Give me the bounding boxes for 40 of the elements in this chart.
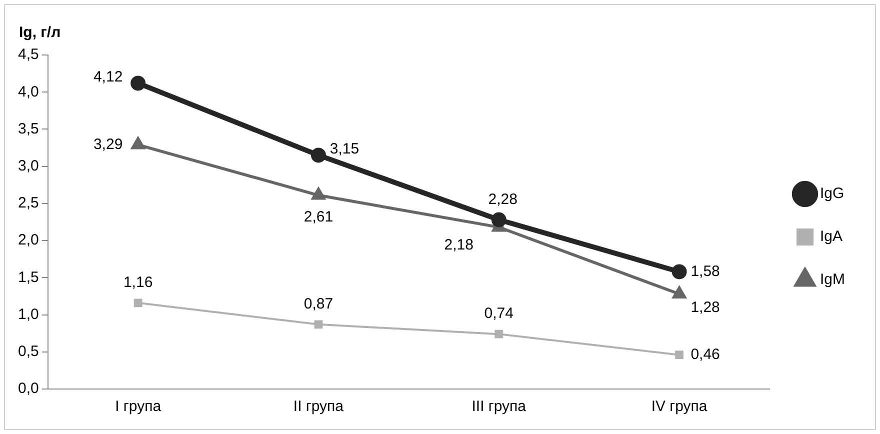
point (131, 137, 145, 150)
data-label: 1,28 (690, 299, 720, 316)
data-label: 2,61 (304, 208, 334, 226)
legend-label: IgG (820, 185, 844, 202)
point (491, 212, 506, 228)
data-label: 2,18 (444, 236, 474, 254)
y-tick-label: 4,5 (18, 46, 39, 64)
data-label: 1,16 (123, 274, 153, 292)
y-tick-label: 3,5 (18, 120, 39, 138)
point (130, 76, 146, 91)
y-tick-label: 1,0 (18, 306, 39, 323)
point (675, 350, 684, 360)
x-tick-label: IV група (651, 398, 708, 416)
x-tick-label: I група (115, 398, 162, 416)
point (134, 298, 142, 308)
y-tick-label: 2,0 (18, 232, 39, 249)
y-tick-label: 2,5 (18, 194, 39, 212)
data-label: 0,87 (304, 296, 334, 313)
y-tick-label: 4,0 (18, 83, 39, 100)
point (314, 320, 323, 329)
data-label: 4,12 (93, 68, 123, 86)
data-label: 1,58 (690, 262, 720, 280)
y-axis-title: Ig, г/л (19, 24, 61, 42)
legend-label: IgM (820, 271, 846, 288)
y-tick-label: 0,5 (18, 343, 39, 360)
y-tick-label: 3,0 (18, 157, 39, 174)
data-label: 0,74 (484, 305, 514, 322)
legend-label: IgA (820, 228, 843, 246)
point (672, 264, 687, 280)
point (312, 188, 326, 200)
point (494, 330, 504, 338)
data-label: 3,15 (330, 140, 360, 158)
x-tick-label: III група (472, 398, 527, 416)
data-label: 2,28 (488, 190, 518, 208)
y-tick-label: 1,5 (18, 268, 39, 286)
point (310, 148, 326, 163)
data-label: 0,46 (690, 346, 720, 363)
x-tick-label: II група (293, 398, 344, 416)
data-label: 3,29 (93, 136, 123, 153)
y-tick-label: 0,0 (18, 380, 39, 398)
